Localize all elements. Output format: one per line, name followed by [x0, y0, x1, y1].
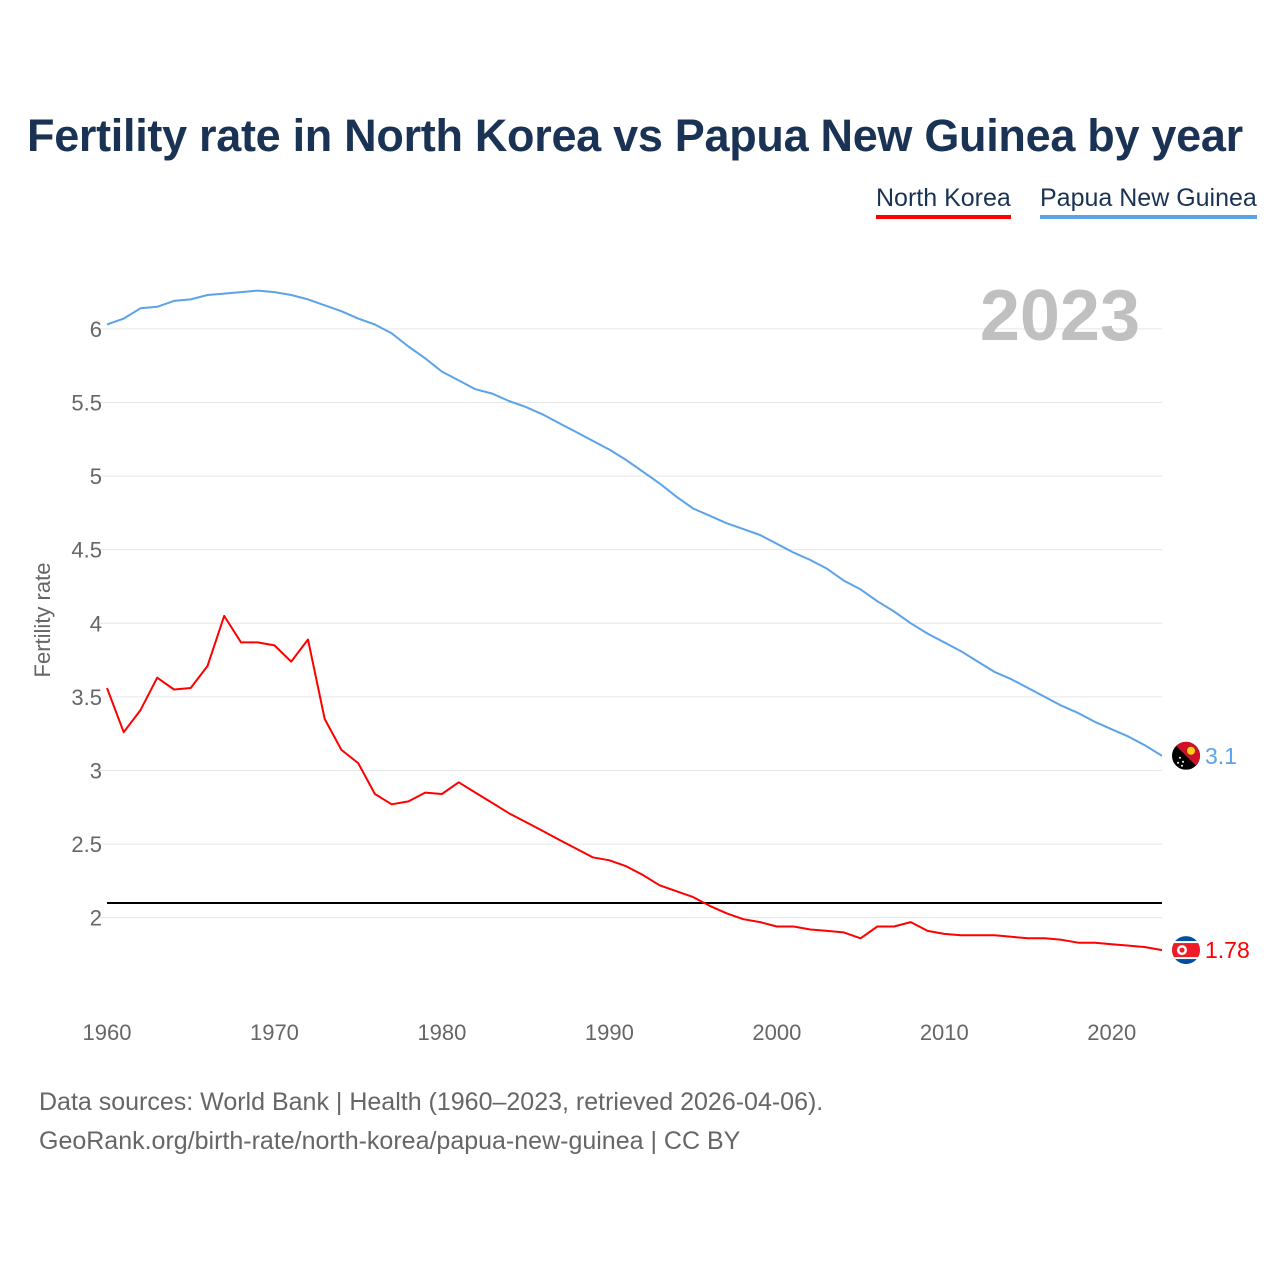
series-line-north-korea [106, 614, 1163, 952]
flag-star [1181, 764, 1183, 767]
legend-north-korea[interactable]: North Korea [876, 184, 1011, 219]
x-tick-label: 1990 [585, 1020, 634, 1045]
y-tick-label: 4 [90, 611, 102, 636]
x-tick-label: 1960 [83, 1020, 132, 1045]
x-tick-label: 2020 [1087, 1020, 1136, 1045]
flag-bird [1187, 746, 1195, 755]
source-line-2[interactable]: GeoRank.org/birth-rate/north-korea/papua… [39, 1127, 741, 1155]
end-value-label: 3.1 [1205, 743, 1237, 769]
y-axis-label: Fertility rate [30, 563, 55, 678]
y-tick-label: 2 [90, 906, 102, 931]
flag-star [1177, 761, 1179, 764]
x-tick-label: 2000 [752, 1020, 801, 1045]
y-tick-label: 2.5 [71, 832, 102, 857]
y-tick-label: 4.5 [71, 538, 102, 563]
flag-star [1182, 760, 1184, 763]
y-tick-label: 3.5 [71, 685, 102, 710]
flag-star [1179, 947, 1185, 953]
legend-papua-new-guinea[interactable]: Papua New Guinea [1040, 184, 1257, 219]
source-line-1: Data sources: World Bank | Health (1960–… [39, 1088, 824, 1116]
y-tick-label: 5 [90, 464, 102, 489]
x-tick-label: 2010 [920, 1020, 969, 1045]
year-label: 2023 [980, 276, 1140, 356]
chart-title: Fertility rate in North Korea vs Papua N… [27, 110, 1243, 161]
series-line-papua-new-guinea [106, 289, 1163, 757]
y-tick-label: 5.5 [71, 390, 102, 415]
x-tick-label: 1980 [417, 1020, 466, 1045]
north-korea-flag-icon [1172, 936, 1200, 965]
end-value-label: 1.78 [1205, 937, 1250, 963]
flag-star [1179, 756, 1181, 759]
papua-new-guinea-flag-icon [1172, 741, 1200, 770]
y-tick-label: 3 [90, 758, 102, 783]
flag-body [1172, 741, 1200, 770]
x-tick-label: 1970 [250, 1020, 299, 1045]
flag-body [1172, 936, 1200, 965]
y-tick-label: 6 [90, 317, 102, 342]
